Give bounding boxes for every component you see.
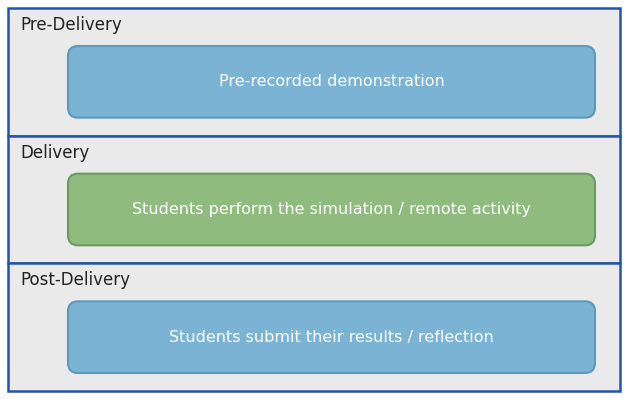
Text: Delivery: Delivery: [20, 144, 89, 162]
FancyBboxPatch shape: [8, 136, 620, 263]
FancyBboxPatch shape: [68, 46, 595, 118]
Text: Pre-recorded demonstration: Pre-recorded demonstration: [219, 74, 445, 89]
FancyBboxPatch shape: [8, 263, 620, 391]
Text: Pre-Delivery: Pre-Delivery: [20, 16, 122, 34]
FancyBboxPatch shape: [8, 8, 620, 136]
Text: Post-Delivery: Post-Delivery: [20, 271, 130, 289]
Text: Students submit their results / reflection: Students submit their results / reflecti…: [169, 330, 494, 345]
Text: Students perform the simulation / remote activity: Students perform the simulation / remote…: [132, 202, 531, 217]
FancyBboxPatch shape: [68, 174, 595, 245]
FancyBboxPatch shape: [68, 301, 595, 373]
